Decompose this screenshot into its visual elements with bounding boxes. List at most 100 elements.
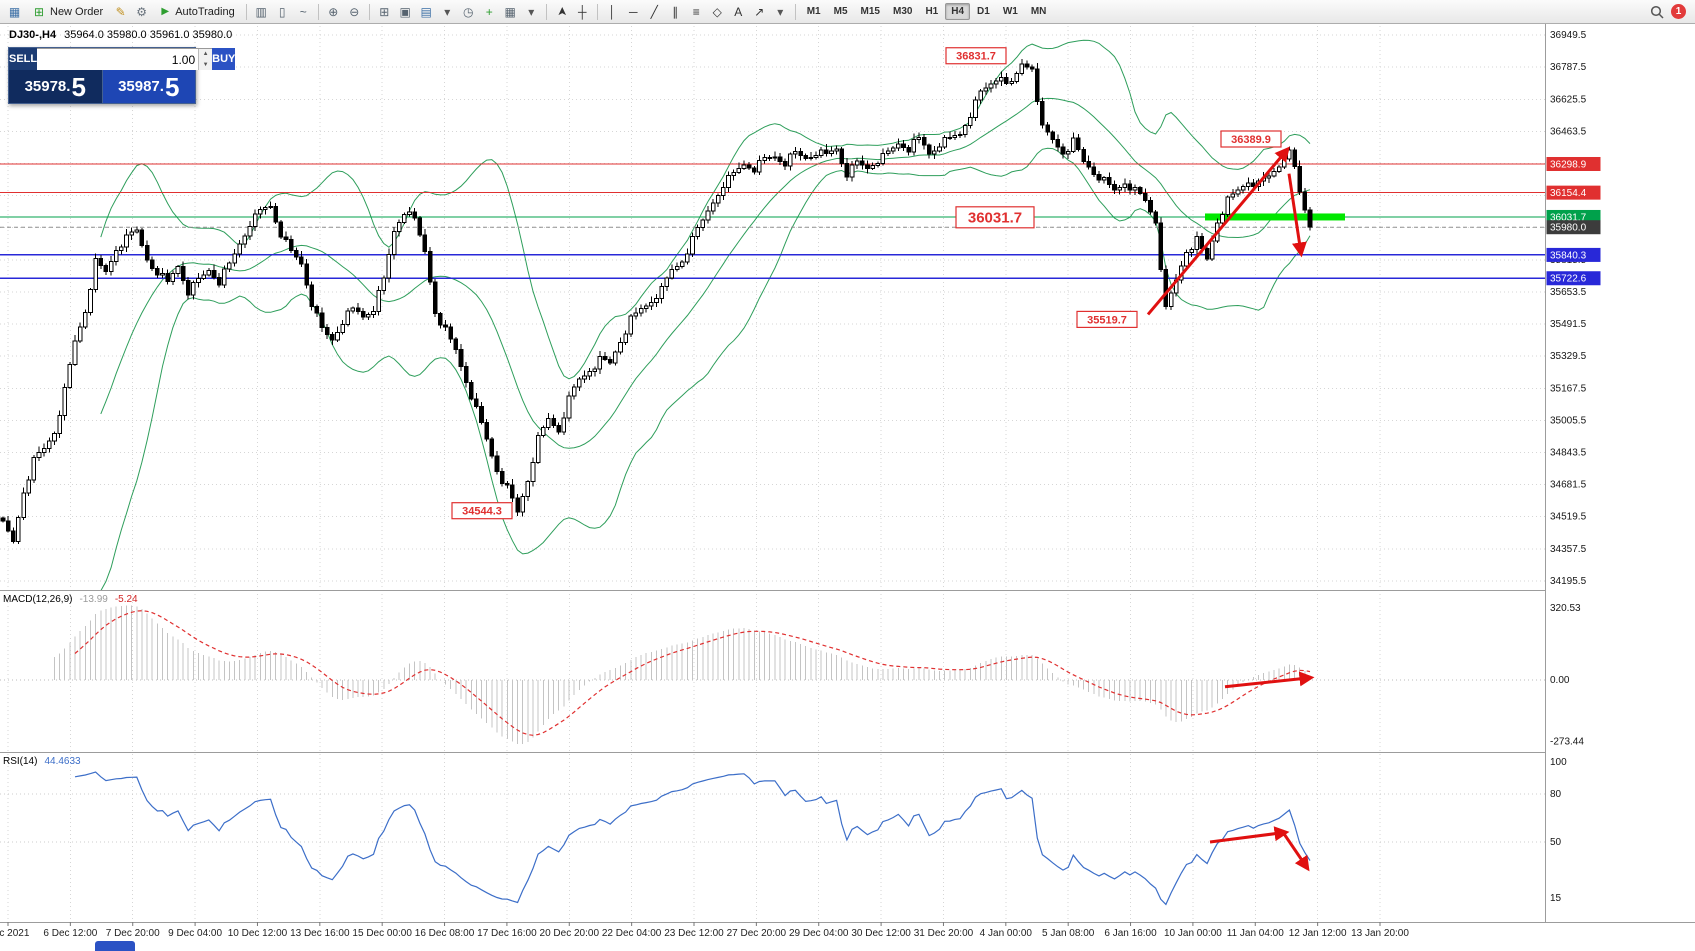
sell-button[interactable]: SELL	[9, 48, 38, 70]
horizontal-line-icon[interactable]: ─	[628, 4, 638, 19]
timeframe-m30[interactable]: M30	[892, 6, 913, 17]
buy-price-big-digit: 5	[164, 71, 180, 102]
zoom-out-icon[interactable]: ⊖	[349, 4, 360, 19]
sell-price-main: 35978.	[24, 78, 71, 95]
sell-price-big-digit: 5	[71, 71, 86, 102]
svg-text:35519.7: 35519.7	[1087, 314, 1127, 326]
volume-down-button[interactable]: ▼	[199, 59, 213, 70]
svg-text:27 Dec 20:00: 27 Dec 20:00	[727, 928, 787, 939]
rsi-levels	[0, 793, 1545, 843]
level-lines[interactable]	[0, 163, 1545, 279]
timeframe-m5[interactable]: M5	[833, 6, 848, 17]
cycle-icon[interactable]: ◷	[462, 4, 474, 19]
volume-up-button[interactable]: ▲	[199, 49, 213, 60]
rsi-axis[interactable]: 100 80 50 15	[1550, 757, 1567, 904]
timeframe-h4[interactable]: H4	[945, 3, 971, 20]
zoom-in-icon[interactable]: ⊕	[328, 4, 339, 19]
rsi-arrows[interactable]	[1209, 826, 1310, 872]
rsi-name: RSI(14)	[3, 756, 38, 767]
svg-text:15 Dec 00:00: 15 Dec 00:00	[352, 928, 412, 939]
shapes-icon[interactable]: ◇	[712, 4, 722, 19]
indicators-icon[interactable]: +	[485, 4, 493, 19]
svg-text:0.00: 0.00	[1550, 675, 1570, 686]
buy-button[interactable]: BUY	[212, 48, 236, 70]
timeframe-m15[interactable]: M15	[860, 6, 880, 17]
svg-text:7 Dec 20:00: 7 Dec 20:00	[106, 928, 160, 939]
cropped-panel	[95, 941, 135, 951]
svg-text:11 Jan 04:00: 11 Jan 04:00	[1227, 928, 1285, 939]
trendline-icon[interactable]: ╱	[650, 4, 658, 19]
autotrading-play-icon: ▶	[161, 6, 170, 17]
panel-separators[interactable]	[0, 24, 1695, 923]
macd-arrow[interactable]	[1224, 671, 1315, 689]
svg-text:9 Dec 04:00: 9 Dec 04:00	[168, 928, 222, 939]
templates-dropdown-icon[interactable]: ▾	[528, 4, 535, 19]
svg-text:100: 100	[1550, 757, 1567, 768]
svg-text:5 Jan 08:00: 5 Jan 08:00	[1042, 928, 1095, 939]
vertical-line-icon[interactable]: │	[608, 4, 616, 19]
svg-text:36154.4: 36154.4	[1550, 188, 1587, 199]
svg-text:35653.5: 35653.5	[1550, 287, 1587, 298]
fibonacci-icon[interactable]: ≡	[692, 4, 700, 19]
macd-histogram	[53, 605, 1311, 745]
svg-text:34843.5: 34843.5	[1550, 448, 1587, 459]
tile-windows-icon[interactable]: ⊞	[379, 4, 390, 19]
svg-text:6 Dec 12:00: 6 Dec 12:00	[43, 928, 97, 939]
crosshair-icon[interactable]: ┼	[577, 4, 587, 19]
timeframe-d1[interactable]: D1	[977, 6, 990, 17]
tools-dropdown-icon[interactable]: ▾	[777, 4, 784, 19]
svg-text:34544.3: 34544.3	[462, 506, 502, 518]
support-zone[interactable]	[1205, 213, 1345, 221]
svg-text:13 Dec 16:00: 13 Dec 16:00	[290, 928, 350, 939]
svg-text:16 Dec 08:00: 16 Dec 08:00	[415, 928, 475, 939]
new-order-label: New Order	[50, 5, 104, 18]
templates-icon[interactable]: ▦	[504, 4, 516, 19]
new-order-icon: ⊞	[33, 4, 45, 19]
annotation-labels[interactable]: 36831.7 36389.9 36031.7 35519.7 34544.3	[451, 47, 1282, 520]
cursor-icon[interactable]: ➤	[554, 6, 569, 17]
bar-chart-icon[interactable]: ▥	[255, 4, 267, 19]
svg-text:36031.7: 36031.7	[968, 209, 1022, 226]
equidistant-channel-icon[interactable]: ∥	[672, 4, 679, 19]
macd-indicator-label: MACD(12,26,9) -13.99 -5.24	[3, 594, 138, 605]
arrange-windows-icon[interactable]: ▣	[399, 4, 411, 19]
timeframe-h1[interactable]: H1	[925, 6, 939, 17]
chart-dropdown-icon[interactable]: ▾	[444, 4, 451, 19]
rsi-line	[74, 771, 1311, 906]
search-icon[interactable]	[1650, 5, 1664, 19]
buy-price[interactable]: 35987. 5	[101, 70, 195, 103]
macd-signal-value: -5.24	[114, 594, 138, 605]
timeframe-m1[interactable]: M1	[806, 6, 821, 17]
trend-arrows[interactable]	[1146, 146, 1307, 316]
svg-text:35329.5: 35329.5	[1550, 351, 1587, 362]
autotrading-label: AutoTrading	[175, 5, 235, 18]
macd-signal-line	[74, 610, 1311, 736]
volume-input[interactable]	[37, 49, 199, 70]
rsi-indicator-label: RSI(14) 44.4633	[3, 756, 81, 767]
svg-text:15: 15	[1550, 893, 1562, 904]
text-icon[interactable]: A	[734, 4, 743, 19]
buy-price-main: 35987.	[118, 78, 164, 95]
svg-text:29 Dec 04:00: 29 Dec 04:00	[789, 928, 849, 939]
timeframe-mn[interactable]: MN	[1030, 6, 1047, 17]
metaeditor-icon[interactable]: ✎	[115, 4, 126, 19]
new-chart-icon[interactable]: ▤	[420, 4, 432, 19]
line-chart-icon[interactable]: ~	[299, 4, 307, 19]
candlestick-chart-icon[interactable]: ▯	[278, 4, 286, 19]
svg-text:35980.0: 35980.0	[1550, 223, 1587, 234]
time-axis[interactable]: Dec 2021 6 Dec 12:00 7 Dec 20:00 9 Dec 04:0…	[0, 922, 1409, 939]
macd-name: MACD(12,26,9)	[3, 594, 73, 605]
candlestick-series	[0, 59, 1313, 544]
timeframe-w1[interactable]: W1	[1002, 6, 1018, 17]
sell-price[interactable]: 35978. 5	[9, 70, 102, 103]
macd-axis[interactable]: 320.53 0.00 -273.44	[1550, 603, 1584, 747]
notification-badge[interactable]: 1	[1671, 4, 1686, 19]
arrows-icon[interactable]: ↗	[754, 4, 765, 19]
new-order-button[interactable]: ⊞ New Order	[26, 1, 109, 22]
rsi-value: 44.4633	[44, 756, 81, 767]
svg-text:13 Jan 20:00: 13 Jan 20:00	[1351, 928, 1409, 939]
options-icon[interactable]: ⚙	[136, 4, 148, 19]
autotrading-button[interactable]: ▶ AutoTrading	[153, 1, 241, 22]
